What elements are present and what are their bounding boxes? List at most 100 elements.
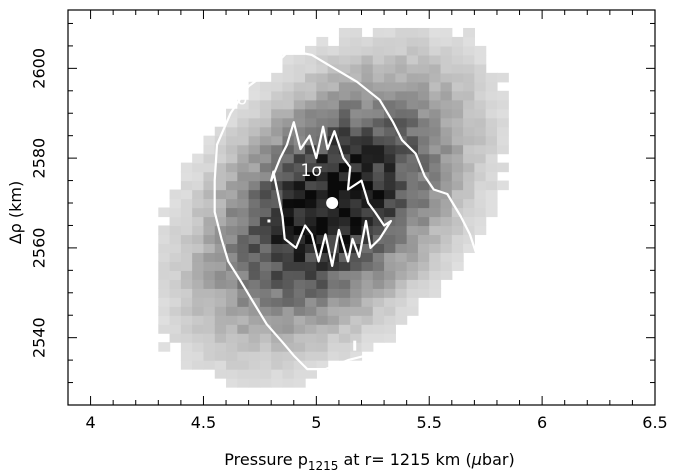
heatmap-cell [372, 324, 385, 334]
contour-label: 3σ [226, 89, 248, 109]
heatmap-cell [463, 99, 475, 110]
y-tick-label: 2580 [30, 138, 49, 179]
heatmap-cell [350, 126, 363, 137]
heatmap-cell [463, 243, 475, 253]
heatmap-cell [384, 171, 396, 182]
heatmap-cell [327, 306, 340, 316]
x-tick-label: 4.5 [191, 413, 216, 432]
heatmap-cell [451, 225, 464, 236]
heatmap-cell [214, 243, 227, 253]
heatmap-cell [496, 180, 509, 191]
heatmap-cell [474, 90, 487, 101]
heatmap-cell [440, 171, 453, 182]
heatmap-cell [406, 306, 419, 316]
heatmap-cell [192, 306, 205, 316]
contour-line [213, 49, 480, 371]
heatmap-cell [271, 378, 284, 388]
heatmap-cell [440, 153, 453, 164]
heatmap-cell [203, 207, 216, 218]
heatmap-cell [282, 243, 295, 253]
heatmap-cell [350, 333, 363, 343]
heatmap-cell [485, 153, 498, 164]
heatmap-cell [463, 45, 475, 56]
x-tick-label: 5 [311, 413, 321, 432]
heatmap-cell [169, 189, 182, 200]
heatmap-cell [259, 360, 272, 370]
heatmap-cell [237, 189, 250, 200]
heatmap-cell [463, 54, 475, 65]
heatmap-cell [180, 198, 193, 209]
heatmap-cell [248, 297, 261, 307]
heatmap-cell [384, 243, 396, 253]
heatmap-cell [440, 54, 453, 65]
heatmap-cell [417, 198, 430, 209]
heatmap-cell [429, 216, 442, 227]
heatmap-cell [350, 36, 363, 47]
heatmap-cell [214, 360, 227, 370]
heatmap-cell [305, 360, 317, 370]
heatmap-cell [429, 54, 442, 65]
heatmap-cell [406, 117, 419, 128]
heatmap-cell [271, 369, 284, 379]
heatmap-cell [316, 297, 329, 307]
heatmap-cell [305, 45, 317, 56]
heatmap-cell [327, 45, 340, 56]
heatmap-cell [271, 261, 284, 271]
heatmap-cell [327, 279, 340, 289]
heatmap-cell [316, 342, 329, 352]
heatmap-cell [282, 117, 295, 128]
heatmap-cell [440, 243, 453, 253]
heatmap-cell [226, 198, 238, 209]
y-axis-title: Δρ (km) [6, 181, 25, 245]
heatmap-cell [214, 297, 227, 307]
y-tick-label: 2540 [30, 317, 49, 358]
heatmap-cell [417, 252, 430, 262]
heatmap-cell [338, 171, 351, 182]
heatmap-cell [203, 324, 216, 334]
heatmap-cell [417, 144, 430, 155]
heatmap-cell [384, 198, 396, 209]
heatmap-cell [451, 72, 464, 83]
heatmap-cell [305, 243, 317, 253]
heatmap-cell [350, 261, 363, 271]
heatmap-cell [338, 351, 351, 361]
heatmap-cell [395, 306, 408, 316]
heatmap-cell [237, 153, 250, 164]
heatmap-cell [451, 171, 464, 182]
heatmap-cell [338, 270, 351, 280]
heatmap-cell [384, 108, 396, 119]
heatmap-cell [192, 297, 205, 307]
heatmap-cell [305, 288, 317, 298]
heatmap-cell [293, 369, 306, 379]
heatmap-cell [406, 36, 419, 47]
heatmap-cell [282, 333, 295, 343]
heatmap-cell [406, 27, 419, 38]
heatmap-cell [293, 162, 306, 173]
heatmap-cell [237, 333, 250, 343]
heatmap-cell [293, 153, 306, 164]
heatmap-cell [259, 180, 272, 191]
heatmap-cell [214, 126, 227, 137]
heatmap-cell [350, 90, 363, 101]
heatmap-cell [282, 90, 295, 101]
heatmap-cell [372, 333, 385, 343]
heatmap-cell [305, 126, 317, 137]
x-axis-title-suffix: at r= 1215 km ( [338, 450, 471, 469]
heatmap-cell [214, 252, 227, 262]
heatmap-cell [214, 144, 227, 155]
heatmap-cell [180, 297, 193, 307]
heatmap-cell [180, 288, 193, 298]
heatmap-cell [259, 261, 272, 271]
heatmap-cell [417, 72, 430, 83]
heatmap-cell [305, 90, 317, 101]
heatmap-cell [158, 315, 171, 325]
heatmap-cell [316, 216, 329, 227]
heatmap-cell [293, 225, 306, 236]
heatmap-cell [169, 207, 182, 218]
heatmap-cell [226, 225, 238, 236]
heatmap-cell [214, 342, 227, 352]
heatmap-cell [180, 306, 193, 316]
heatmap-cell [237, 360, 250, 370]
heatmap-cell [406, 261, 419, 271]
heatmap-cell [226, 243, 238, 253]
